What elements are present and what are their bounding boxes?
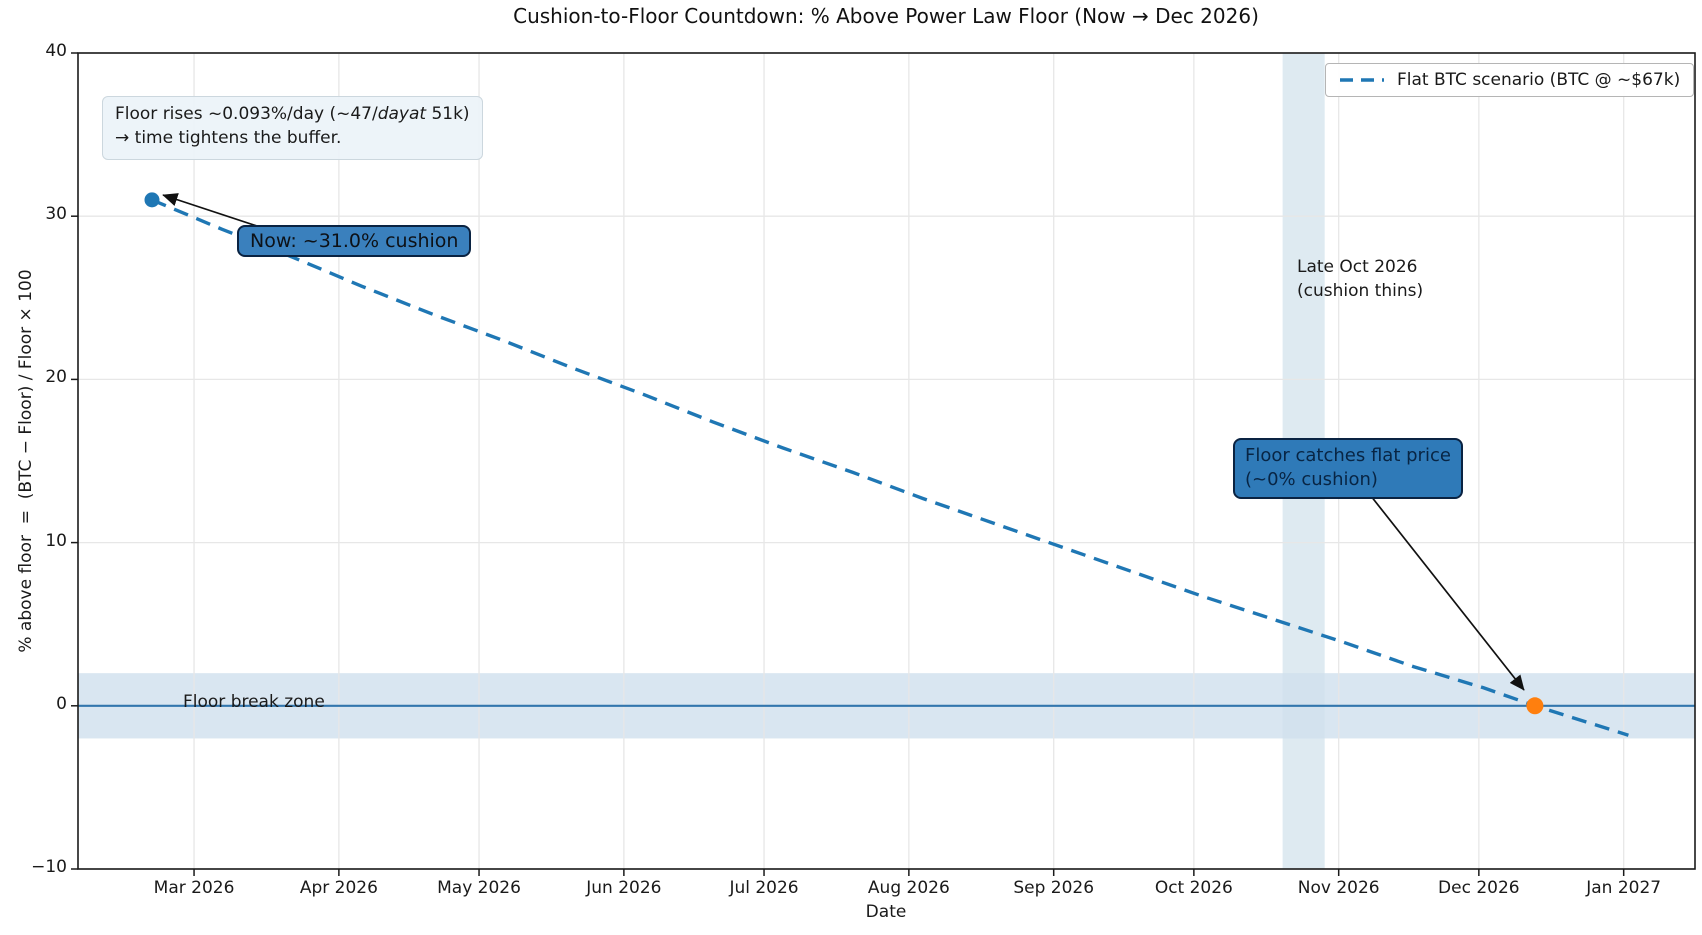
floor-catch-line1: Floor catches flat price: [1245, 445, 1451, 466]
legend: Flat BTC scenario (BTC @ ~$67k): [1325, 63, 1695, 97]
annotation-text: Floor rises ~0.093%/day (~47/: [115, 104, 378, 124]
late-oct-annotation: Late Oct 2026 (cushion thins): [1297, 256, 1423, 304]
x-axis-label: Date: [865, 902, 907, 922]
legend-label: Flat BTC scenario (BTC @ ~$67k): [1397, 70, 1681, 90]
floor-rise-line2: → time tightens the buffer.: [115, 127, 342, 148]
late-oct-line2: (cushion thins): [1297, 280, 1424, 301]
floor-rise-annotation: Floor rises ~0.093%/day (~47/dayat 51k) …: [102, 96, 483, 160]
now-cushion-annotation: Now: ~31.0% cushion: [237, 225, 472, 257]
floor-catch-line2: (~0% cushion): [1245, 469, 1378, 491]
y-axis-label: % above floor = (BTC − Floor) / Floor × …: [16, 269, 36, 653]
annotation-text-italic: dayat: [377, 104, 427, 124]
chart-title: Cushion-to-Floor Countdown: % Above Powe…: [513, 4, 1259, 28]
floor-rise-line1: Floor rises ~0.093%/day (~47/dayat 51k): [115, 103, 470, 127]
legend-dash-icon: [1340, 78, 1384, 82]
annotation-text: 51k): [426, 104, 470, 124]
late-oct-line1: Late Oct 2026: [1297, 257, 1418, 277]
floor-catch-annotation: Floor catches flat price (~0% cushion): [1233, 438, 1463, 499]
floor-break-zone-label: Floor break zone: [183, 692, 325, 712]
